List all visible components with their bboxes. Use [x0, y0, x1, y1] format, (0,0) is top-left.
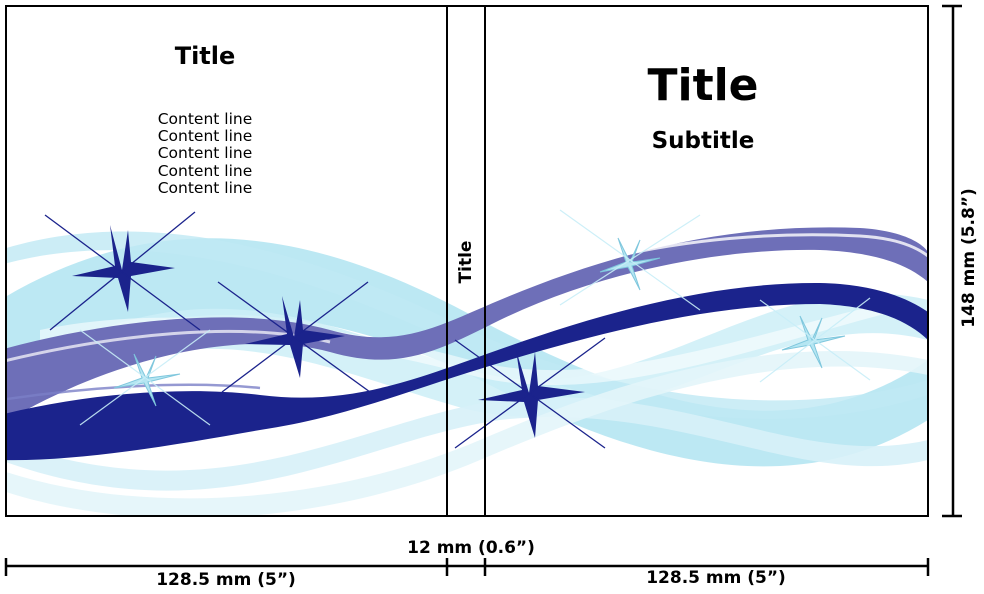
height-dimension-line: [942, 4, 962, 518]
spine-title: Title: [456, 240, 476, 284]
back-width-label: 128.5 mm (5”): [156, 570, 296, 590]
spine-width-label: 12 mm (0.6”): [407, 538, 535, 558]
content-line: Content line: [157, 178, 253, 197]
content-line: Content line: [157, 161, 253, 180]
height-label: 148 mm (5.8”): [959, 188, 979, 328]
content-line: Content line: [157, 110, 253, 128]
content-line: Content line: [157, 144, 253, 163]
back-cover-content: Content line Content line Content line C…: [105, 110, 305, 197]
front-width-label: 128.5 mm (5”): [646, 568, 786, 588]
cover-outline: [5, 5, 929, 517]
front-cover-subtitle: Subtitle: [651, 128, 755, 154]
back-cover-title: Title: [174, 42, 236, 70]
content-line: Content line: [157, 127, 253, 146]
width-dimension-line: [4, 558, 930, 576]
front-cover-title: Title: [647, 60, 759, 111]
wave-decoration: [6, 209, 928, 516]
